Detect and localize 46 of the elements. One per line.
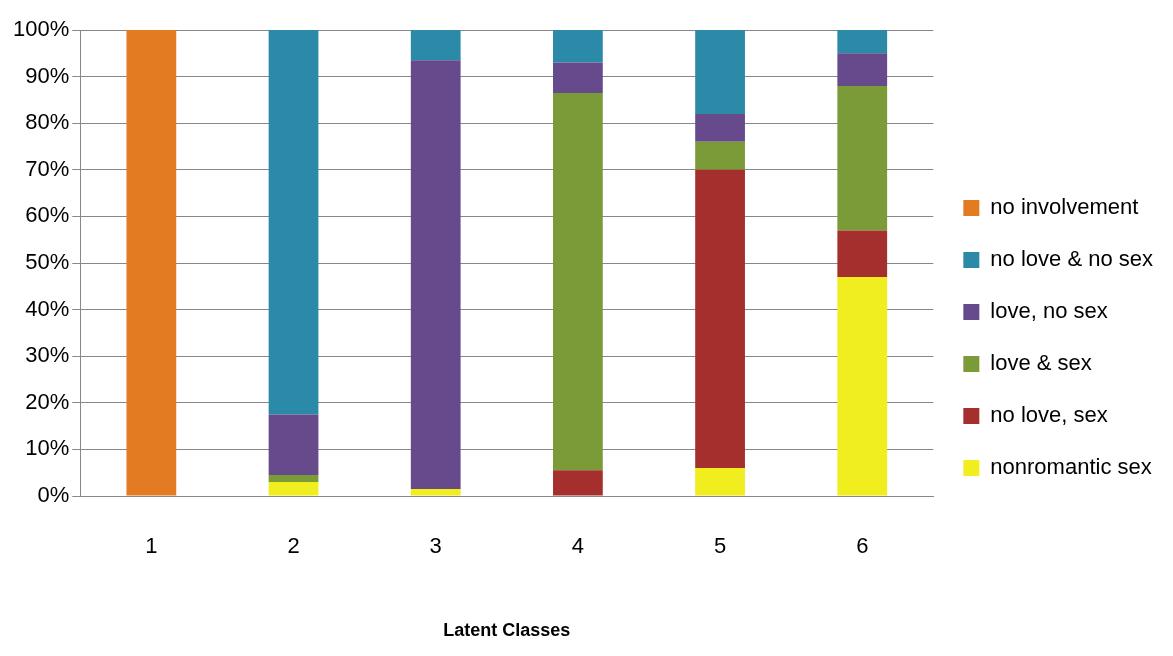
- bar: [268, 414, 319, 476]
- bar: [268, 482, 319, 496]
- x-tick-label: 6: [856, 533, 869, 559]
- bar: [126, 30, 177, 496]
- y-tick-label: 60%: [25, 202, 70, 228]
- legend-label: no love, sex: [990, 402, 1108, 428]
- bar: [410, 60, 461, 490]
- legend-label: love, no sex: [990, 298, 1108, 324]
- legend-label: no involvement: [990, 194, 1139, 220]
- y-tick-label: 70%: [25, 155, 70, 181]
- y-tick-label: 80%: [25, 109, 70, 135]
- bar: [268, 30, 319, 415]
- y-tick-label: 100%: [12, 16, 70, 42]
- bar: [837, 276, 888, 496]
- y-tick-label: 0%: [37, 482, 70, 508]
- bar: [695, 30, 745, 114]
- x-tick-label: 2: [287, 533, 300, 559]
- bar: [837, 30, 888, 54]
- x-tick-label: 5: [713, 533, 727, 559]
- x-tick-label: 3: [429, 533, 442, 559]
- y-tick-label: 50%: [25, 249, 70, 275]
- bar: [553, 470, 603, 496]
- bar: [837, 53, 888, 86]
- bar: [837, 230, 888, 277]
- bar: [695, 468, 745, 496]
- bar: [553, 92, 603, 471]
- bar: [410, 30, 461, 61]
- y-tick-label: 20%: [25, 388, 70, 414]
- bar: [695, 141, 745, 170]
- bar: [553, 30, 603, 63]
- bar: [695, 113, 745, 142]
- x-tick-label: 4: [571, 533, 585, 559]
- x-tick-label: 1: [145, 533, 158, 559]
- bar: [553, 62, 603, 93]
- bar: [695, 169, 745, 469]
- bar: [268, 475, 319, 483]
- x-axis-title: Latent Classes: [443, 620, 571, 641]
- y-tick-label: 90%: [25, 62, 70, 88]
- bar: [410, 489, 461, 496]
- bar: [837, 85, 888, 231]
- y-tick-label: 30%: [25, 342, 70, 368]
- legend-label: love & sex: [990, 350, 1092, 376]
- legend-label: nonromantic sex: [990, 454, 1152, 480]
- y-tick-label: 10%: [25, 435, 70, 461]
- y-tick-label: 40%: [25, 295, 70, 321]
- legend-label: no love & no sex: [990, 246, 1154, 272]
